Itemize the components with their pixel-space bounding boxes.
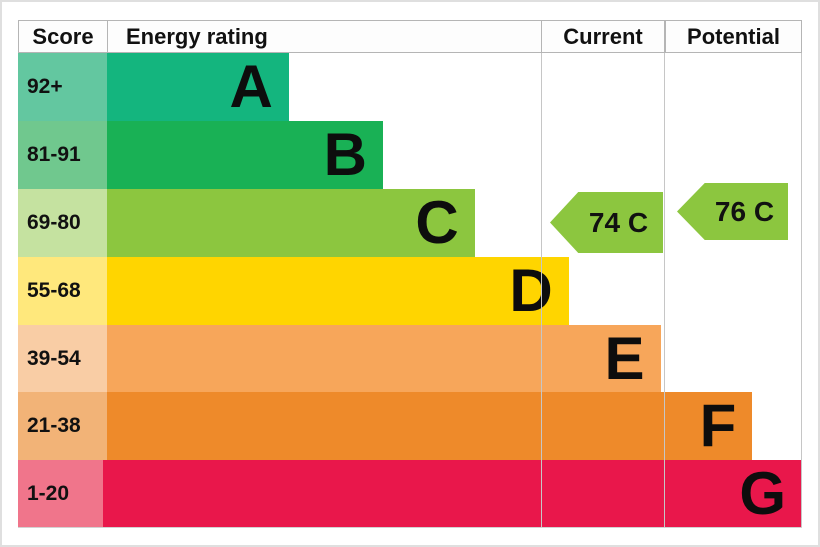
score-range-cell: 1-20 — [18, 460, 103, 528]
score-range-cell: 39-54 — [18, 325, 107, 392]
header-current: Current — [542, 20, 665, 53]
rating-letter-d: D — [509, 257, 553, 324]
score-range-cell: 69-80 — [18, 189, 107, 257]
rating-letter-f: F — [699, 392, 737, 459]
band-row-a: 92+ A — [18, 53, 802, 121]
header-potential: Potential — [665, 20, 802, 53]
rating-letter-a: A — [229, 53, 273, 120]
score-range-cell: 55-68 — [18, 257, 107, 325]
rating-bar-c: C — [107, 189, 475, 257]
rating-letter-c: C — [415, 189, 459, 256]
band-row-g: 1-20 G — [18, 460, 802, 528]
rating-letter-g: G — [739, 460, 786, 527]
potential-rating-arrow: 76 C — [677, 183, 788, 240]
rating-bar-b: B — [107, 121, 383, 189]
rating-letter-e: E — [604, 324, 645, 392]
table-right-border — [801, 53, 802, 527]
potential-column-divider — [664, 53, 665, 527]
score-range-cell: 21-38 — [18, 392, 107, 460]
band-row-f: 21-38 F — [18, 392, 802, 460]
rating-bar-d: D — [107, 257, 569, 325]
band-row-e: 39-54 E — [18, 325, 802, 392]
rating-table: Score Energy rating Current Potential 92… — [18, 20, 802, 528]
band-row-b: 81-91 B — [18, 121, 802, 189]
band-row-c: 69-80 C — [18, 189, 802, 257]
rating-bar-g: G — [102, 460, 802, 528]
rating-bar-f: F — [107, 392, 753, 460]
header-score: Score — [18, 20, 107, 53]
rating-letter-b: B — [323, 121, 367, 188]
header-energy-rating: Energy rating — [107, 20, 542, 53]
current-column-divider — [541, 53, 542, 527]
rating-bar-a: A — [107, 53, 289, 121]
score-range-cell: 81-91 — [18, 121, 107, 189]
table-header-row: Score Energy rating Current Potential — [18, 20, 802, 53]
band-row-d: 55-68 D — [18, 257, 802, 325]
rating-table-body: 92+ A 81-91 B 69-80 C 55-68 — [18, 53, 802, 528]
score-range-cell: 92+ — [18, 53, 107, 121]
rating-bar-e: E — [107, 325, 661, 392]
table-bottom-border — [18, 527, 802, 528]
